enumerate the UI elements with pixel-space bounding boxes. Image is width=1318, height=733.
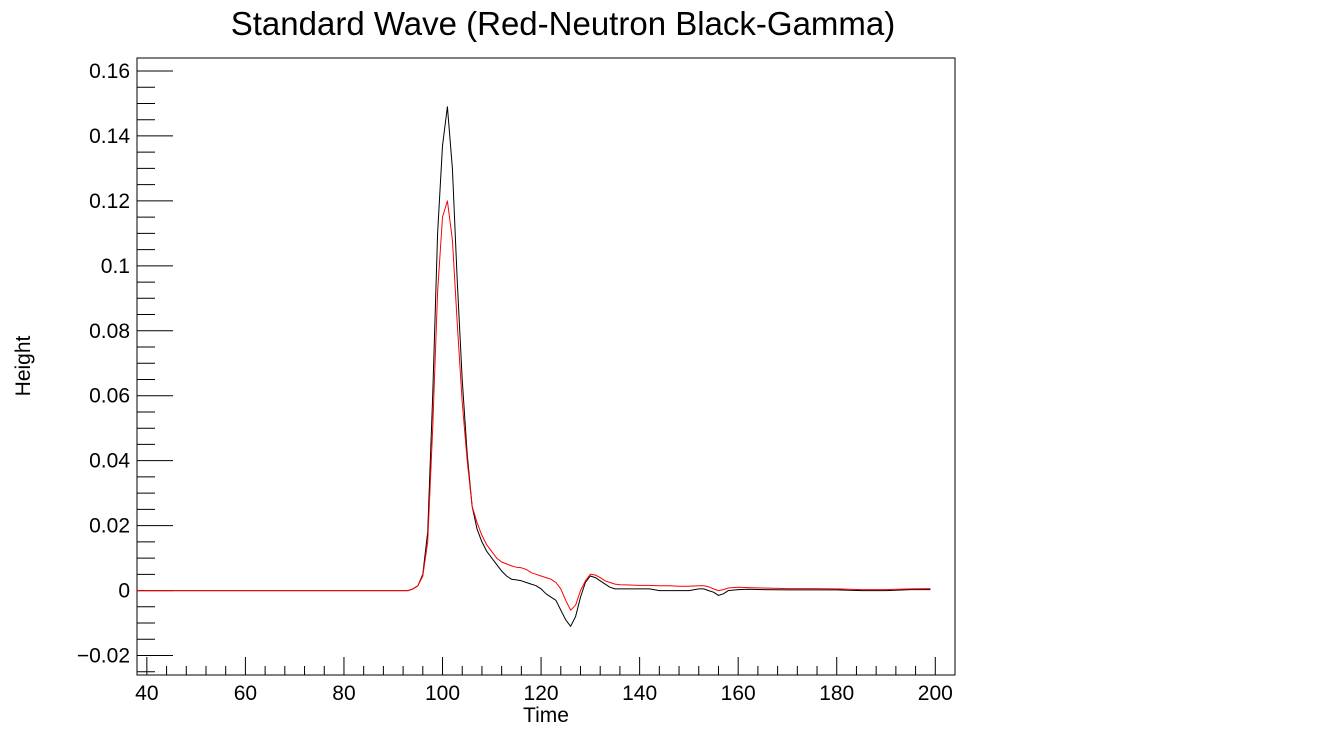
y-tick-label: 0.04 [89, 450, 130, 473]
x-tick-label: 140 [622, 682, 657, 705]
x-tick-label: 120 [524, 682, 559, 705]
y-tick-label: 0.16 [89, 60, 130, 83]
series-line-red [137, 200, 931, 611]
x-tick-label: 160 [721, 682, 756, 705]
y-tick-label: 0.14 [89, 125, 130, 148]
x-tick-label: 100 [425, 682, 460, 705]
tick-labels: −0.02 0 0.02 0.04 0.06 0.08 0.1 0.12 0.14 0.16 40 6… [77, 60, 953, 705]
x-tick-label: 60 [234, 682, 257, 705]
y-tick-label: 0.12 [89, 190, 130, 213]
y-tick-label: 0.02 [89, 515, 130, 538]
y-tick-label: −0.02 [77, 645, 130, 668]
x-tick-label: 40 [135, 682, 158, 705]
plot-frame [136, 57, 956, 676]
y-tick-label: 0.1 [101, 255, 130, 278]
x-tick-label: 180 [819, 682, 854, 705]
x-tick-label: 200 [918, 682, 953, 705]
y-tick-label: 0.08 [89, 320, 130, 343]
series-line-black [137, 106, 931, 627]
x-axis-title: Time [523, 704, 569, 727]
y-tick-label: 0.06 [89, 385, 130, 408]
series-lines [137, 106, 931, 627]
axis-ticks [137, 70, 956, 675]
y-axis-title: Height [12, 335, 35, 396]
y-tick-label: 0 [118, 580, 130, 603]
chart-title: Standard Wave (Red-Neutron Black-Gamma) [231, 5, 896, 42]
x-tick-label: 80 [332, 682, 355, 705]
